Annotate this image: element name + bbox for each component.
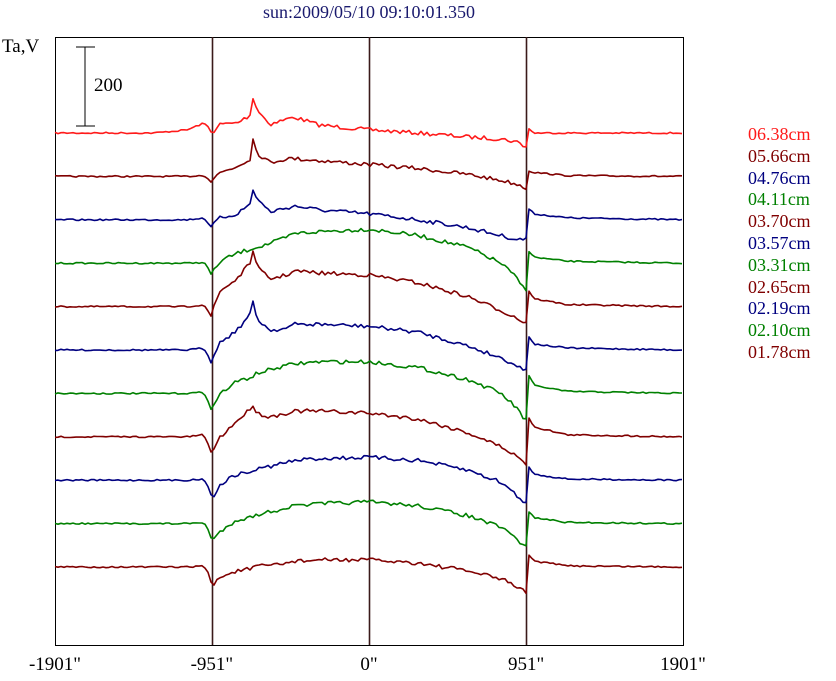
x-tick-label: 951": [507, 654, 545, 675]
x-tick-label: 1901": [660, 654, 706, 675]
x-tick-label: 0": [360, 654, 378, 675]
legend-entry: 06.38cm: [748, 124, 811, 144]
x-tick-label: -1901": [28, 654, 82, 675]
trace-04-76cm: [55, 189, 683, 241]
trace-01-78cm: [54, 554, 683, 595]
scale-bar-label: 200: [94, 75, 123, 96]
trace-03-57cm: [54, 300, 683, 371]
trace-02-19cm: [54, 454, 683, 504]
legend-entry: 02.19cm: [748, 298, 811, 319]
scale-bar: [76, 46, 95, 127]
legend-entry: 01.78cm: [748, 342, 811, 362]
trace-02-10cm: [54, 499, 683, 547]
chart-title: sun:2009/05/10 09:10:01.350: [262, 2, 475, 22]
legend-entry: 04.11cm: [748, 189, 810, 210]
legend-entry: 02.65cm: [748, 276, 811, 297]
trace-03-31cm: [54, 359, 683, 420]
trace-04-11cm: [54, 227, 683, 292]
legend-entry: 03.70cm: [748, 211, 811, 232]
y-axis-label: Ta,V: [2, 36, 40, 57]
legend-entry: 02.10cm: [748, 320, 811, 341]
legend-entry: 03.57cm: [748, 233, 811, 253]
trace-05-66cm: [54, 138, 683, 191]
x-tick-label: -951": [190, 654, 234, 675]
trace-02-65cm: [54, 405, 683, 466]
legend-entry: 04.76cm: [748, 167, 811, 188]
legend-entry: 03.31cm: [748, 254, 811, 275]
trace-06-38cm: [54, 98, 683, 148]
legend-entry: 05.66cm: [748, 145, 811, 166]
trace-03-70cm: [54, 250, 683, 324]
